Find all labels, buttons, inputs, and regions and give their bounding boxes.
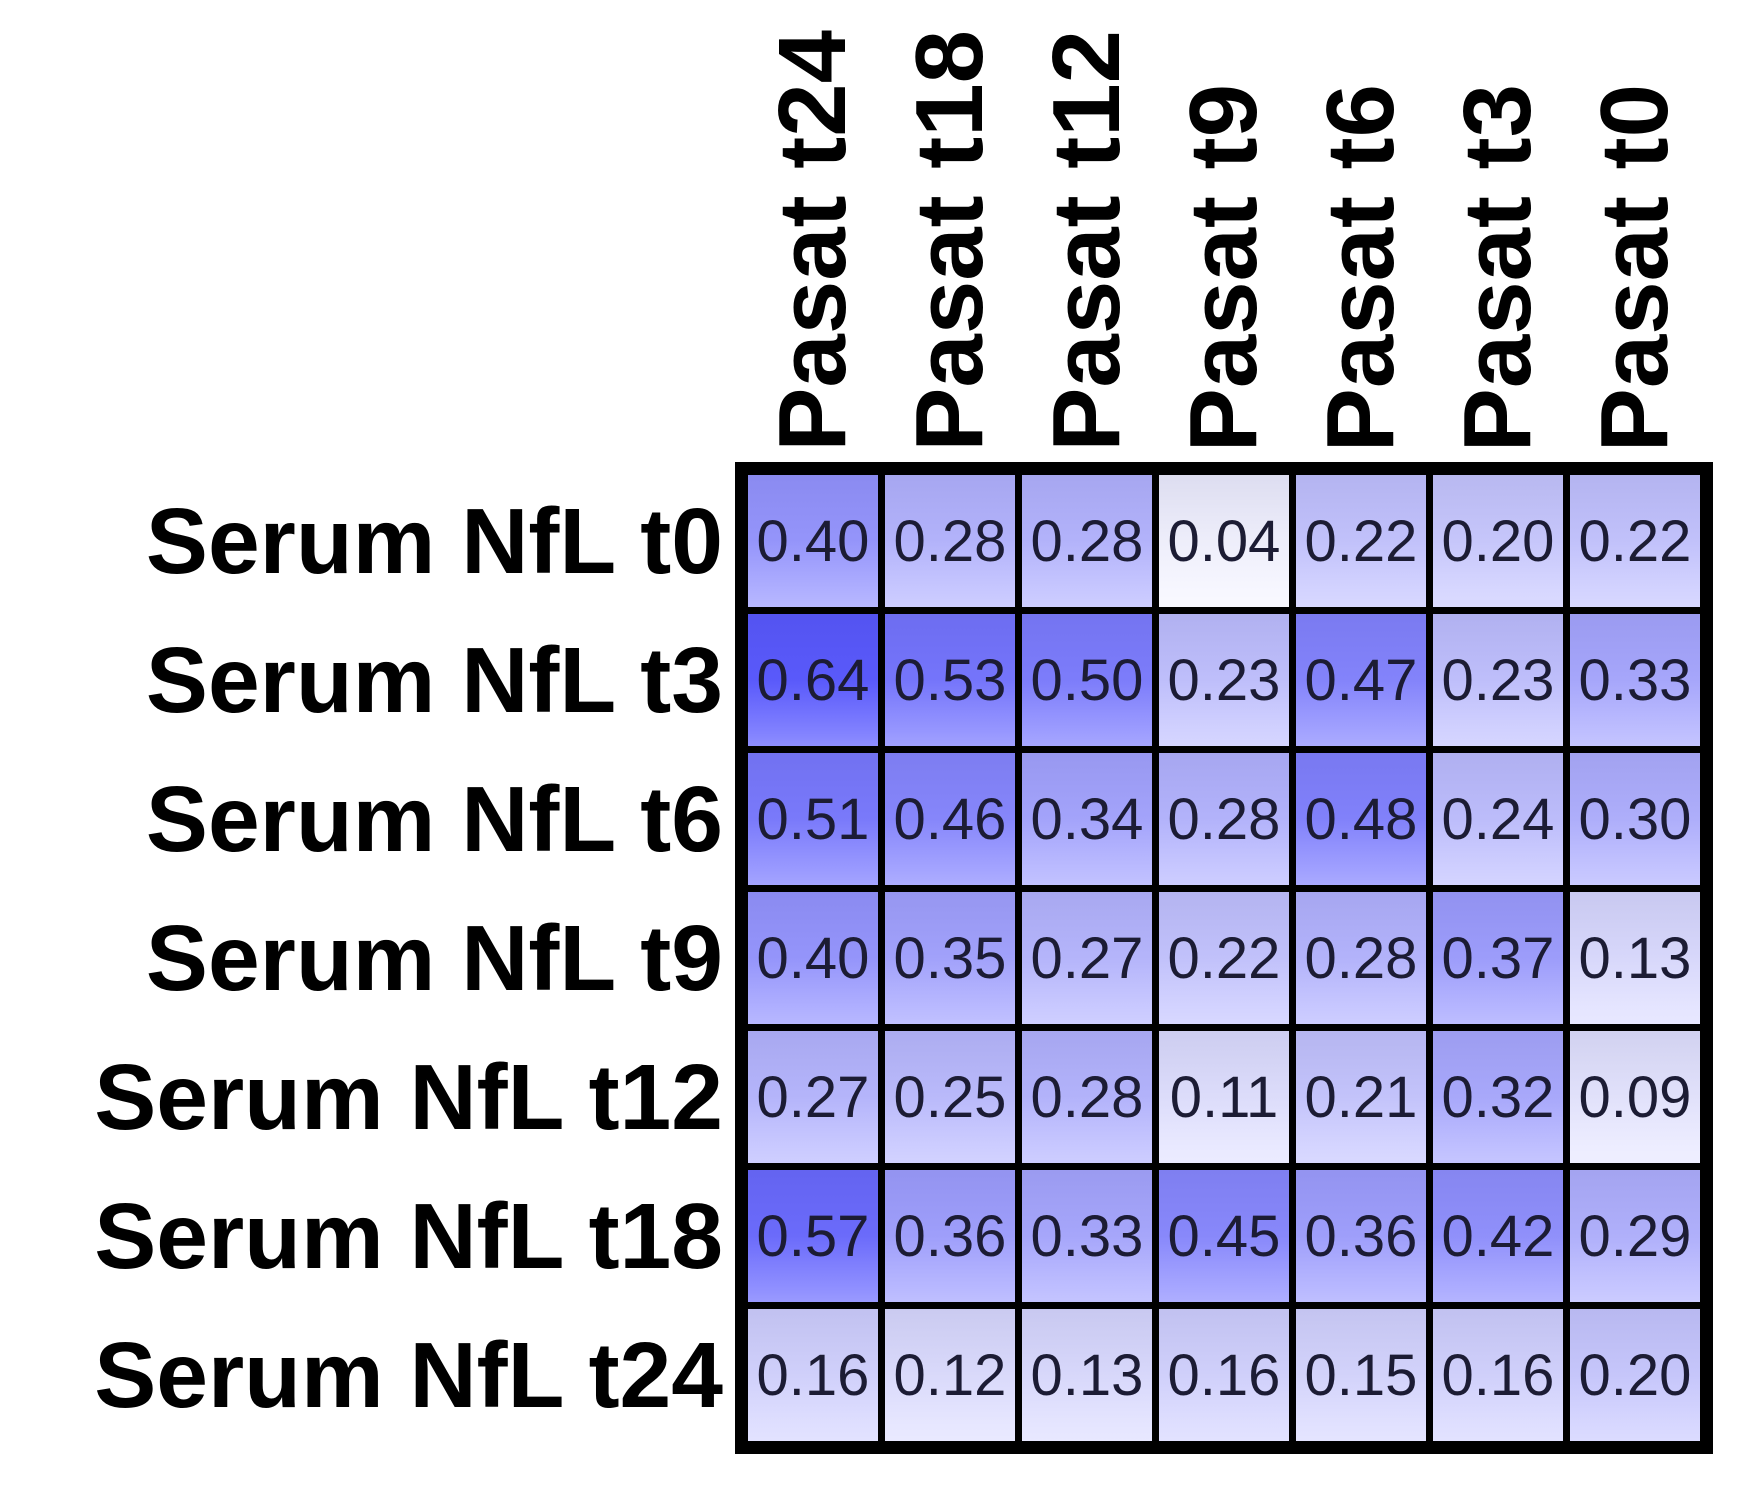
heatmap-cell: 0.23 xyxy=(1159,614,1289,746)
column-header-label: Pasat t12 xyxy=(1033,30,1140,452)
heatmap-cell: 0.04 xyxy=(1159,475,1289,607)
column-header-label: Pasat t3 xyxy=(1444,83,1551,452)
column-header: Pasat t3 xyxy=(1433,0,1563,452)
heatmap-cell: 0.36 xyxy=(885,1170,1015,1302)
heatmap-cell: 0.22 xyxy=(1570,475,1700,607)
column-header: Pasat t24 xyxy=(748,0,878,452)
heatmap-cell: 0.29 xyxy=(1570,1170,1700,1302)
heatmap-cell: 0.22 xyxy=(1159,892,1289,1024)
heatmap-cell: 0.32 xyxy=(1433,1031,1563,1163)
column-header-label: Pasat t18 xyxy=(896,30,1003,452)
heatmap-cell: 0.28 xyxy=(1296,892,1426,1024)
heatmap-cell: 0.09 xyxy=(1570,1031,1700,1163)
heatmap-cell: 0.21 xyxy=(1296,1031,1426,1163)
column-header: Pasat t6 xyxy=(1296,0,1426,452)
heatmap-cell: 0.15 xyxy=(1296,1309,1426,1441)
heatmap-cell: 0.16 xyxy=(1433,1309,1563,1441)
heatmap-cell: 0.35 xyxy=(885,892,1015,1024)
heatmap-cell: 0.30 xyxy=(1570,753,1700,885)
column-header-label: Pasat t0 xyxy=(1581,83,1688,452)
heatmap-cell: 0.40 xyxy=(748,892,878,1024)
heatmap-cell: 0.28 xyxy=(1022,1031,1152,1163)
heatmap-cell: 0.20 xyxy=(1570,1309,1700,1441)
heatmap-cell: 0.11 xyxy=(1159,1031,1289,1163)
heatmap-cell: 0.13 xyxy=(1570,892,1700,1024)
heatmap-cell: 0.12 xyxy=(885,1309,1015,1441)
heatmap-cell: 0.23 xyxy=(1433,614,1563,746)
heatmap-cell: 0.25 xyxy=(885,1031,1015,1163)
column-header: Pasat t12 xyxy=(1022,0,1152,452)
heatmap-cell: 0.64 xyxy=(748,614,878,746)
heatmap-cell: 0.28 xyxy=(1022,475,1152,607)
heatmap-cell: 0.51 xyxy=(748,753,878,885)
row-label: Serum NfL t6 xyxy=(145,766,723,871)
heatmap-cell: 0.27 xyxy=(1022,892,1152,1024)
heatmap-cell: 0.33 xyxy=(1570,614,1700,746)
heatmap-cell: 0.28 xyxy=(885,475,1015,607)
heatmap-cell: 0.13 xyxy=(1022,1309,1152,1441)
heatmap-cell: 0.22 xyxy=(1296,475,1426,607)
heatmap-matrix: 0.40 0.28 0.28 0.04 0.22 0.20 0.22 0.64 0.53 0.50… xyxy=(735,462,1713,1454)
heatmap-cell: 0.36 xyxy=(1296,1170,1426,1302)
heatmap-cell: 0.47 xyxy=(1296,614,1426,746)
heatmap-cell: 0.37 xyxy=(1433,892,1563,1024)
heatmap-cell: 0.53 xyxy=(885,614,1015,746)
row-label: Serum NfL t9 xyxy=(145,905,723,1010)
column-header: Pasat t9 xyxy=(1159,0,1289,452)
heatmap-cell: 0.42 xyxy=(1433,1170,1563,1302)
heatmap-cell: 0.24 xyxy=(1433,753,1563,885)
column-header: Pasat t18 xyxy=(885,0,1015,452)
row-label: Serum NfL t3 xyxy=(145,627,723,732)
heatmap-cell: 0.45 xyxy=(1159,1170,1289,1302)
column-header-label: Pasat t9 xyxy=(1170,83,1277,452)
heatmap-cell: 0.40 xyxy=(748,475,878,607)
heatmap-cell: 0.28 xyxy=(1159,753,1289,885)
column-header-label: Pasat t6 xyxy=(1307,83,1414,452)
heatmap-cell: 0.16 xyxy=(748,1309,878,1441)
heatmap-cell: 0.50 xyxy=(1022,614,1152,746)
row-label: Serum NfL t18 xyxy=(94,1183,723,1288)
column-header: Pasat t0 xyxy=(1570,0,1700,452)
heatmap-cell: 0.33 xyxy=(1022,1170,1152,1302)
heatmap-cell: 0.27 xyxy=(748,1031,878,1163)
heatmap-cell: 0.16 xyxy=(1159,1309,1289,1441)
row-label: Serum NfL t0 xyxy=(145,488,723,593)
column-header-label: Pasat t24 xyxy=(759,30,866,452)
heatmap-cell: 0.57 xyxy=(748,1170,878,1302)
heatmap-cell: 0.34 xyxy=(1022,753,1152,885)
heatmap-cell: 0.48 xyxy=(1296,753,1426,885)
heatmap-cell: 0.20 xyxy=(1433,475,1563,607)
row-label: Serum NfL t24 xyxy=(94,1322,723,1427)
row-label: Serum NfL t12 xyxy=(94,1044,723,1149)
heatmap-cell: 0.46 xyxy=(885,753,1015,885)
